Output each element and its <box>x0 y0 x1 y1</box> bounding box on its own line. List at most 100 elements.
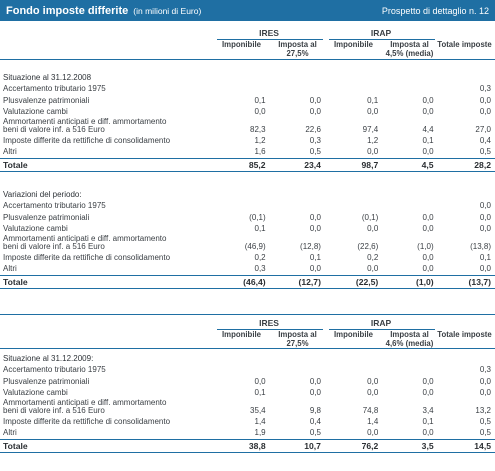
cell-value: 13,2 <box>475 406 491 416</box>
cell-value: 0,3 <box>479 365 491 375</box>
total-value: 10,7 <box>271 438 327 453</box>
cell-value: 74,8 <box>362 406 379 416</box>
total-label: Totale <box>0 274 215 289</box>
cell-value: 0,0 <box>422 253 434 263</box>
section-heading-row: Variazioni del periodo: <box>0 190 495 201</box>
cell-value: 0,0 <box>367 147 379 157</box>
cell-value: 0,2 <box>367 253 379 263</box>
table-row: Plusvalenze patrimoniali 0,1 0,0 0,1 0,0 0,0 <box>0 95 495 106</box>
cell-value: 0,0 <box>367 376 379 386</box>
total-value: 28,2 <box>439 157 495 172</box>
cell-value: 27,0 <box>475 125 491 135</box>
col-totale: Totale imposte <box>437 40 492 49</box>
total-value: 98,7 <box>326 157 385 172</box>
cell-value: 0,0 <box>309 223 321 233</box>
title-subtitle: (in milioni di Euro) <box>133 5 202 16</box>
table-row: Ammortamenti anticipati e diff. ammortam… <box>0 398 495 417</box>
page-title: Fondo imposte differite (in milioni di E… <box>6 5 201 17</box>
cell-value: 0,0 <box>422 428 434 438</box>
cell-value: 0,0 <box>479 106 491 116</box>
cell-value: (13,8) <box>470 242 491 252</box>
row-label: Altri <box>3 428 17 438</box>
table-row: Imposte differite da rettifiche di conso… <box>0 417 495 428</box>
cell-value: 0,1 <box>422 136 434 146</box>
column-header-1: IRES IRAP Imponibile Imposta al 27,5% Im… <box>0 27 495 60</box>
row-label-line2: beni di valore inf. a 516 Euro <box>3 242 105 252</box>
ires-group-header: IRES <box>259 28 279 38</box>
cell-value: 0,5 <box>309 428 321 438</box>
cell-value: 0,0 <box>422 223 434 233</box>
table-row: Valutazione cambi 0,0 0,0 0,0 0,0 0,0 <box>0 107 495 118</box>
cell-value: 0,0 <box>367 387 379 397</box>
total-value: 38,8 <box>214 438 272 453</box>
table-row: Ammortamenti anticipati e diff. ammortam… <box>0 117 495 136</box>
cell-value: 0,0 <box>309 106 321 116</box>
irap-underline <box>329 39 435 40</box>
row-label: Valutazione cambi <box>3 387 68 397</box>
cell-value: 0,0 <box>479 212 491 222</box>
data-table: Situazione al 31.12.2008 Accertamento tri… <box>0 73 495 172</box>
irap-group-header: IRAP <box>370 28 392 38</box>
cell-value: (22,6) <box>357 242 379 252</box>
cell-value: 0,0 <box>479 95 491 105</box>
cell-value: 0,0 <box>479 387 491 397</box>
table-row: Accertamento tributario 1975 0,0 <box>0 201 495 212</box>
total-value: 14,5 <box>439 438 495 453</box>
table-row: Imposte differite da rettifiche di conso… <box>0 253 495 264</box>
cell-value: 1,2 <box>367 136 379 146</box>
cell-value <box>384 365 439 376</box>
row-label: Plusvalenze patrimoniali <box>3 376 90 386</box>
total-value: (13,7) <box>439 274 495 289</box>
table-row: Altri 0,3 0,0 0,0 0,0 0,0 <box>0 264 495 275</box>
total-row: Totale 38,8 10,7 76,2 3,5 14,5 <box>0 438 495 453</box>
table-2008: Situazione al 31.12.2008 Accertamento tri… <box>0 73 495 172</box>
cell-value: 0,0 <box>422 387 434 397</box>
cell-value: 0,0 <box>254 376 266 386</box>
cell-value: 0,0 <box>422 264 434 274</box>
cell-value: 1,2 <box>254 136 266 146</box>
cell-value: 0,0 <box>479 264 491 274</box>
cell-value <box>327 365 384 376</box>
table-row: Accertamento tributario 1975 0,3 <box>0 84 495 95</box>
irap-underline <box>329 329 435 330</box>
col-irap-imponibile: Imponibile <box>334 330 373 339</box>
row-label-line2: beni di valore inf. a 516 Euro <box>3 406 105 416</box>
row-label: Ammortamenti anticipati e diff. ammortam… <box>0 398 214 417</box>
cell-value: 1,4 <box>367 417 379 427</box>
cell-value: 0,0 <box>479 376 491 386</box>
cell-value: 0,1 <box>479 253 491 263</box>
row-label-line2: beni di valore inf. a 516 Euro <box>3 125 105 135</box>
cell-value: 0,2 <box>254 253 266 263</box>
row-label: Accertamento tributario 1975 <box>3 201 106 211</box>
section-heading-row: Situazione al 31.12.2008 <box>0 73 495 84</box>
cell-value: 0,1 <box>309 253 321 263</box>
cell-value <box>272 84 327 95</box>
ires-underline <box>217 329 323 330</box>
table-row: Valutazione cambi 0,1 0,0 0,0 0,0 0,0 <box>0 224 495 235</box>
ires-group-header: IRES <box>259 318 279 328</box>
row-label: Valutazione cambi <box>3 223 68 233</box>
cell-value <box>327 201 384 212</box>
total-value: (22,5) <box>326 274 385 289</box>
cell-value: 0,1 <box>422 417 434 427</box>
cell-value: 0,0 <box>479 201 491 211</box>
cell-value <box>272 365 327 376</box>
table-row: Valutazione cambi 0,1 0,0 0,0 0,0 0,0 <box>0 388 495 399</box>
col-ires-imponibile: Imponibile <box>222 40 261 49</box>
cell-value: 3,4 <box>422 406 434 416</box>
row-label: Ammortamenti anticipati e diff. ammortam… <box>0 117 214 136</box>
table-row: Plusvalenze patrimoniali 0,0 0,0 0,0 0,0 0,0 <box>0 376 495 387</box>
total-value: 85,2 <box>214 157 272 172</box>
cell-value <box>272 201 327 212</box>
cell-value: 0,0 <box>479 223 491 233</box>
cell-value: 1,9 <box>254 428 266 438</box>
total-value: (12,7) <box>271 274 327 289</box>
cell-value: 0,0 <box>422 376 434 386</box>
total-row: Totale 85,2 23,4 98,7 4,5 28,2 <box>0 157 495 172</box>
cell-value: 0,5 <box>309 147 321 157</box>
total-value: 76,2 <box>326 438 385 453</box>
cell-value <box>214 365 271 376</box>
row-label: Plusvalenze patrimoniali <box>3 95 90 105</box>
row-label: Imposte differite da rettifiche di conso… <box>3 417 171 427</box>
cell-value: (0,1) <box>361 212 379 222</box>
